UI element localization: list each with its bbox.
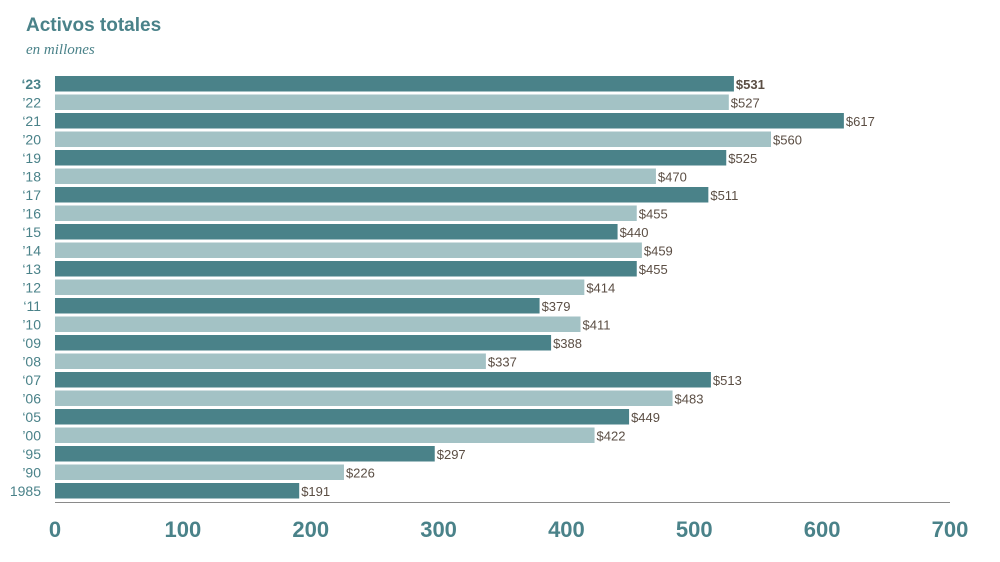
- category-label-16: ‘07: [22, 372, 41, 388]
- bar-1: [55, 94, 729, 110]
- x-tick-label-3: 300: [420, 517, 457, 542]
- category-label-9: ’14: [22, 242, 41, 258]
- chart-title: Activos totales: [26, 15, 162, 36]
- value-label-14: $388: [553, 336, 582, 351]
- category-label-21: ’90: [22, 464, 41, 480]
- category-label-17: ’06: [22, 390, 41, 406]
- category-label-3: ’20: [22, 131, 41, 147]
- bar-3: [55, 131, 771, 147]
- x-tick-label-4: 400: [548, 517, 585, 542]
- bar-6: [55, 187, 709, 203]
- category-label-13: ’10: [22, 316, 41, 332]
- category-label-8: ‘15: [22, 224, 41, 240]
- bar-21: [55, 464, 344, 480]
- category-label-18: ‘05: [22, 409, 41, 425]
- category-label-15: ’08: [22, 353, 41, 369]
- category-label-2: ‘21: [22, 113, 41, 129]
- x-tick-label-1: 100: [164, 517, 201, 542]
- bar-11: [55, 279, 585, 295]
- bar-20: [55, 446, 435, 462]
- category-label-19: ’00: [22, 427, 41, 443]
- bar-8: [55, 224, 618, 240]
- category-label-10: ‘13: [22, 261, 41, 277]
- value-label-19: $422: [597, 428, 626, 443]
- category-label-22: 1985: [10, 483, 41, 499]
- value-label-2: $617: [846, 114, 875, 129]
- bar-18: [55, 409, 630, 425]
- value-label-3: $560: [773, 132, 802, 147]
- value-label-4: $525: [728, 151, 757, 166]
- bar-7: [55, 205, 637, 221]
- value-label-8: $440: [620, 225, 649, 240]
- category-label-14: ‘09: [22, 335, 41, 351]
- value-label-16: $513: [713, 373, 742, 388]
- bar-15: [55, 353, 486, 369]
- category-label-4: ‘19: [22, 150, 41, 166]
- value-label-18: $449: [631, 410, 660, 425]
- bar-19: [55, 427, 595, 443]
- value-label-1: $527: [731, 95, 760, 110]
- x-tick-label-7: 700: [932, 517, 969, 542]
- value-label-9: $459: [644, 243, 673, 258]
- bar-22: [55, 483, 300, 499]
- value-label-6: $511: [710, 188, 738, 203]
- x-tick-label-6: 600: [804, 517, 841, 542]
- category-label-20: ‘95: [22, 446, 41, 462]
- bar-10: [55, 261, 637, 277]
- value-label-10: $455: [639, 262, 668, 277]
- bar-12: [55, 298, 540, 314]
- value-label-7: $455: [639, 206, 668, 221]
- value-label-5: $470: [658, 169, 687, 184]
- bar-17: [55, 390, 673, 406]
- value-label-13: $411: [582, 317, 610, 332]
- category-label-6: ‘17: [22, 187, 41, 203]
- bar-16: [55, 372, 711, 388]
- bar-13: [55, 316, 581, 332]
- value-label-21: $226: [346, 465, 375, 480]
- bar-14: [55, 335, 552, 351]
- bar-9: [55, 242, 642, 258]
- category-label-12: ‘11: [23, 298, 41, 314]
- category-label-1: ’22: [22, 94, 41, 110]
- bar-4: [55, 150, 727, 166]
- value-label-0: $531: [736, 77, 765, 92]
- bar-0: [55, 76, 734, 92]
- x-tick-label-0: 0: [49, 517, 61, 542]
- value-label-12: $379: [542, 299, 571, 314]
- x-tick-label-2: 200: [292, 517, 329, 542]
- value-label-11: $414: [586, 280, 615, 295]
- value-label-22: $191: [301, 484, 330, 499]
- category-label-5: ’18: [22, 168, 41, 184]
- chart-subtitle: en millones: [26, 42, 95, 58]
- value-label-15: $337: [488, 354, 517, 369]
- bar-5: [55, 168, 656, 184]
- category-label-0: ‘23: [22, 76, 42, 92]
- value-label-17: $483: [675, 391, 704, 406]
- value-label-20: $297: [437, 447, 466, 462]
- bar-2: [55, 113, 844, 129]
- category-label-7: ’16: [22, 205, 41, 221]
- x-tick-label-5: 500: [676, 517, 713, 542]
- category-label-11: ’12: [22, 279, 41, 295]
